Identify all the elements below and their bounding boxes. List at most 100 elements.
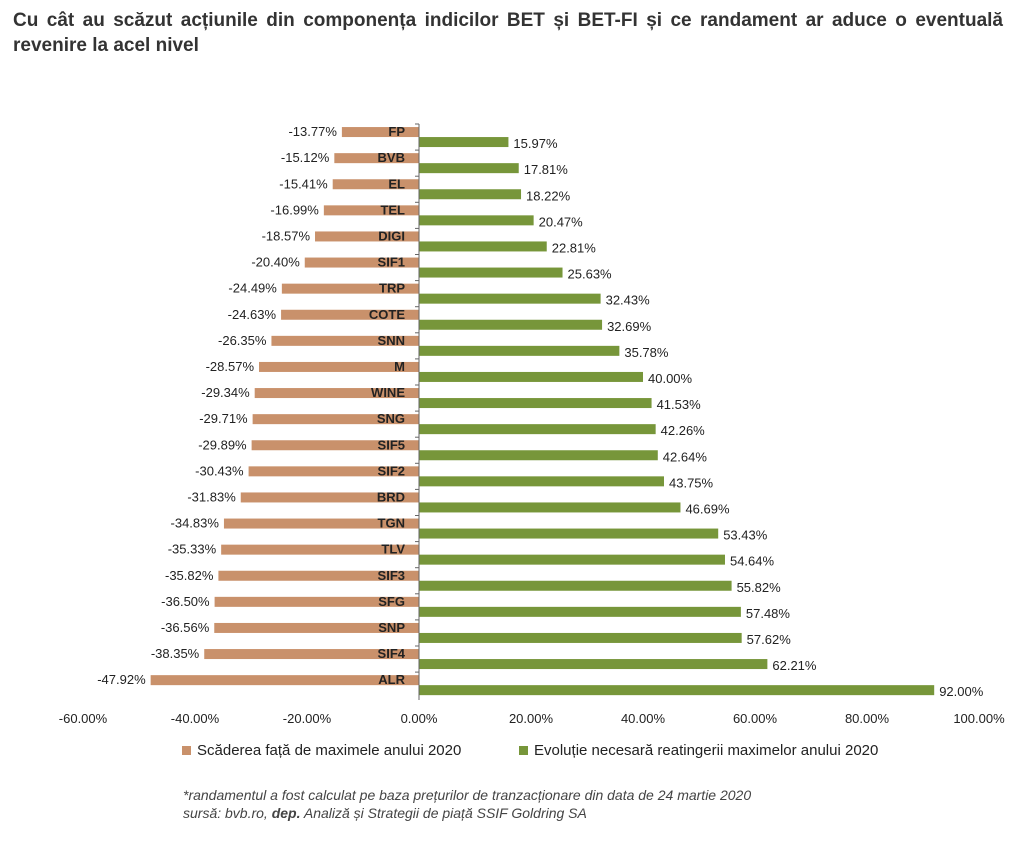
label-recovery-sif2: 43.75% bbox=[669, 475, 714, 490]
legend-label-decline: Scăderea față de maximele anului 2020 bbox=[197, 742, 462, 759]
label-recovery-m: 40.00% bbox=[648, 371, 693, 386]
bar-decline-tlv bbox=[221, 544, 419, 555]
bar-decline-cote bbox=[281, 309, 419, 320]
bar-recovery-fp bbox=[419, 137, 509, 148]
bar-decline-sif1 bbox=[304, 257, 419, 268]
bar-decline-tgn bbox=[223, 518, 419, 529]
bar-recovery-sif4 bbox=[419, 659, 768, 670]
label-recovery-wine: 41.53% bbox=[657, 397, 702, 412]
label-decline-cote: -24.63% bbox=[228, 307, 277, 322]
legend-swatch-recovery bbox=[519, 746, 528, 755]
bar-recovery-bvb bbox=[419, 163, 519, 174]
bar-recovery-m bbox=[419, 371, 643, 382]
label-decline-sif4: -38.35% bbox=[151, 646, 200, 661]
x-tick-label: 40.00% bbox=[621, 711, 666, 726]
x-tick-label: 60.00% bbox=[733, 711, 778, 726]
label-decline-el: -15.41% bbox=[279, 176, 328, 191]
label-decline-sif5: -29.89% bbox=[198, 437, 247, 452]
source-bold: dep. bbox=[271, 805, 301, 821]
category-label-m: M bbox=[394, 359, 405, 374]
label-recovery-sif1: 25.63% bbox=[568, 267, 613, 282]
label-decline-snn: -26.35% bbox=[218, 333, 267, 348]
label-recovery-tel: 20.47% bbox=[539, 214, 584, 229]
legend-item-recovery: Evoluție necesară reatingerii maximelor … bbox=[519, 742, 878, 759]
bar-decline-snn bbox=[271, 335, 419, 346]
label-recovery-tlv: 54.64% bbox=[730, 554, 775, 569]
x-tick-label: 100.00% bbox=[953, 711, 1005, 726]
bar-decline-el bbox=[332, 179, 419, 190]
category-label-snp: SNP bbox=[378, 620, 405, 635]
legend-label-recovery: Evoluție necesară reatingerii maximelor … bbox=[534, 742, 879, 759]
category-label-sif1: SIF1 bbox=[378, 255, 405, 270]
label-decline-trp: -24.49% bbox=[228, 281, 277, 296]
chart-legend: Scăderea față de maximele anului 2020 Ev… bbox=[0, 742, 1024, 772]
bar-recovery-wine bbox=[419, 398, 652, 409]
category-label-wine: WINE bbox=[371, 385, 405, 400]
x-tick-label: -60.00% bbox=[59, 711, 108, 726]
label-decline-tlv: -35.33% bbox=[168, 542, 217, 557]
category-label-snn: SNN bbox=[378, 333, 405, 348]
bar-recovery-snn bbox=[419, 345, 620, 356]
bar-recovery-trp bbox=[419, 293, 601, 304]
label-decline-m: -28.57% bbox=[206, 359, 255, 374]
category-label-trp: TRP bbox=[379, 281, 405, 296]
bar-recovery-sif3 bbox=[419, 580, 732, 591]
bar-recovery-digi bbox=[419, 241, 547, 252]
label-decline-alr: -47.92% bbox=[97, 672, 146, 687]
x-tick-label: 80.00% bbox=[845, 711, 890, 726]
label-recovery-fp: 15.97% bbox=[513, 136, 558, 151]
bar-recovery-sfg bbox=[419, 606, 741, 617]
bar-decline-sng bbox=[252, 414, 419, 425]
bar-decline-sif2 bbox=[248, 466, 419, 477]
label-recovery-sif3: 55.82% bbox=[737, 580, 782, 595]
bar-decline-brd bbox=[240, 492, 419, 503]
category-label-sif5: SIF5 bbox=[378, 437, 405, 452]
bar-decline-fp bbox=[341, 127, 419, 138]
label-recovery-sif5: 42.64% bbox=[663, 449, 708, 464]
bar-recovery-snp bbox=[419, 632, 742, 643]
bar-recovery-alr bbox=[419, 685, 935, 696]
bar-recovery-cote bbox=[419, 319, 603, 330]
x-tick-label: -20.00% bbox=[283, 711, 332, 726]
bar-decline-tel bbox=[323, 205, 419, 216]
label-decline-tel: -16.99% bbox=[270, 202, 319, 217]
source-line: sursă: bvb.ro, dep. Analiză și Strategii… bbox=[183, 804, 751, 822]
bar-recovery-sif1 bbox=[419, 267, 563, 278]
label-decline-snp: -36.56% bbox=[161, 620, 210, 635]
bar-decline-wine bbox=[254, 388, 419, 399]
label-decline-digi: -18.57% bbox=[262, 228, 311, 243]
bar-decline-sfg bbox=[214, 596, 419, 607]
footnote: *randamentul a fost calculat pe baza pre… bbox=[183, 787, 752, 803]
category-label-sif3: SIF3 bbox=[378, 568, 405, 583]
bar-decline-sif3 bbox=[218, 570, 419, 581]
bar-recovery-tgn bbox=[419, 528, 719, 539]
category-label-bvb: BVB bbox=[378, 150, 405, 165]
bar-recovery-sng bbox=[419, 424, 656, 435]
category-label-sif4: SIF4 bbox=[378, 646, 406, 661]
label-decline-wine: -29.34% bbox=[201, 385, 250, 400]
label-decline-fp: -13.77% bbox=[288, 124, 337, 139]
bar-recovery-sif5 bbox=[419, 450, 658, 461]
bar-decline-trp bbox=[281, 283, 419, 294]
label-decline-brd: -31.83% bbox=[187, 489, 236, 504]
chart-title: Cu cât au scăzut acțiunile din componenț… bbox=[13, 10, 1003, 56]
label-recovery-digi: 22.81% bbox=[552, 240, 597, 255]
category-label-tgn: TGN bbox=[378, 516, 405, 531]
bar-recovery-brd bbox=[419, 502, 681, 513]
bar-decline-sif5 bbox=[251, 440, 419, 451]
label-recovery-trp: 32.43% bbox=[606, 293, 651, 308]
bar-decline-sif4 bbox=[204, 649, 419, 660]
source-suffix: Analiză și Strategii de piață SSIF Goldr… bbox=[300, 805, 587, 821]
legend-item-decline: Scăderea față de maximele anului 2020 bbox=[182, 742, 461, 759]
label-recovery-snp: 57.62% bbox=[747, 632, 792, 647]
category-label-brd: BRD bbox=[377, 489, 405, 504]
x-tick-label: 0.00% bbox=[401, 711, 438, 726]
bar-recovery-el bbox=[419, 189, 522, 200]
label-recovery-tgn: 53.43% bbox=[723, 528, 768, 543]
chart-notes: *randamentul a fost calculat pe baza pre… bbox=[183, 786, 751, 822]
bar-recovery-sif2 bbox=[419, 476, 664, 487]
label-decline-sif2: -30.43% bbox=[195, 463, 244, 478]
x-tick-label: -40.00% bbox=[171, 711, 220, 726]
bar-recovery-tlv bbox=[419, 554, 725, 565]
source-prefix: sursă: bvb.ro, bbox=[183, 805, 272, 821]
